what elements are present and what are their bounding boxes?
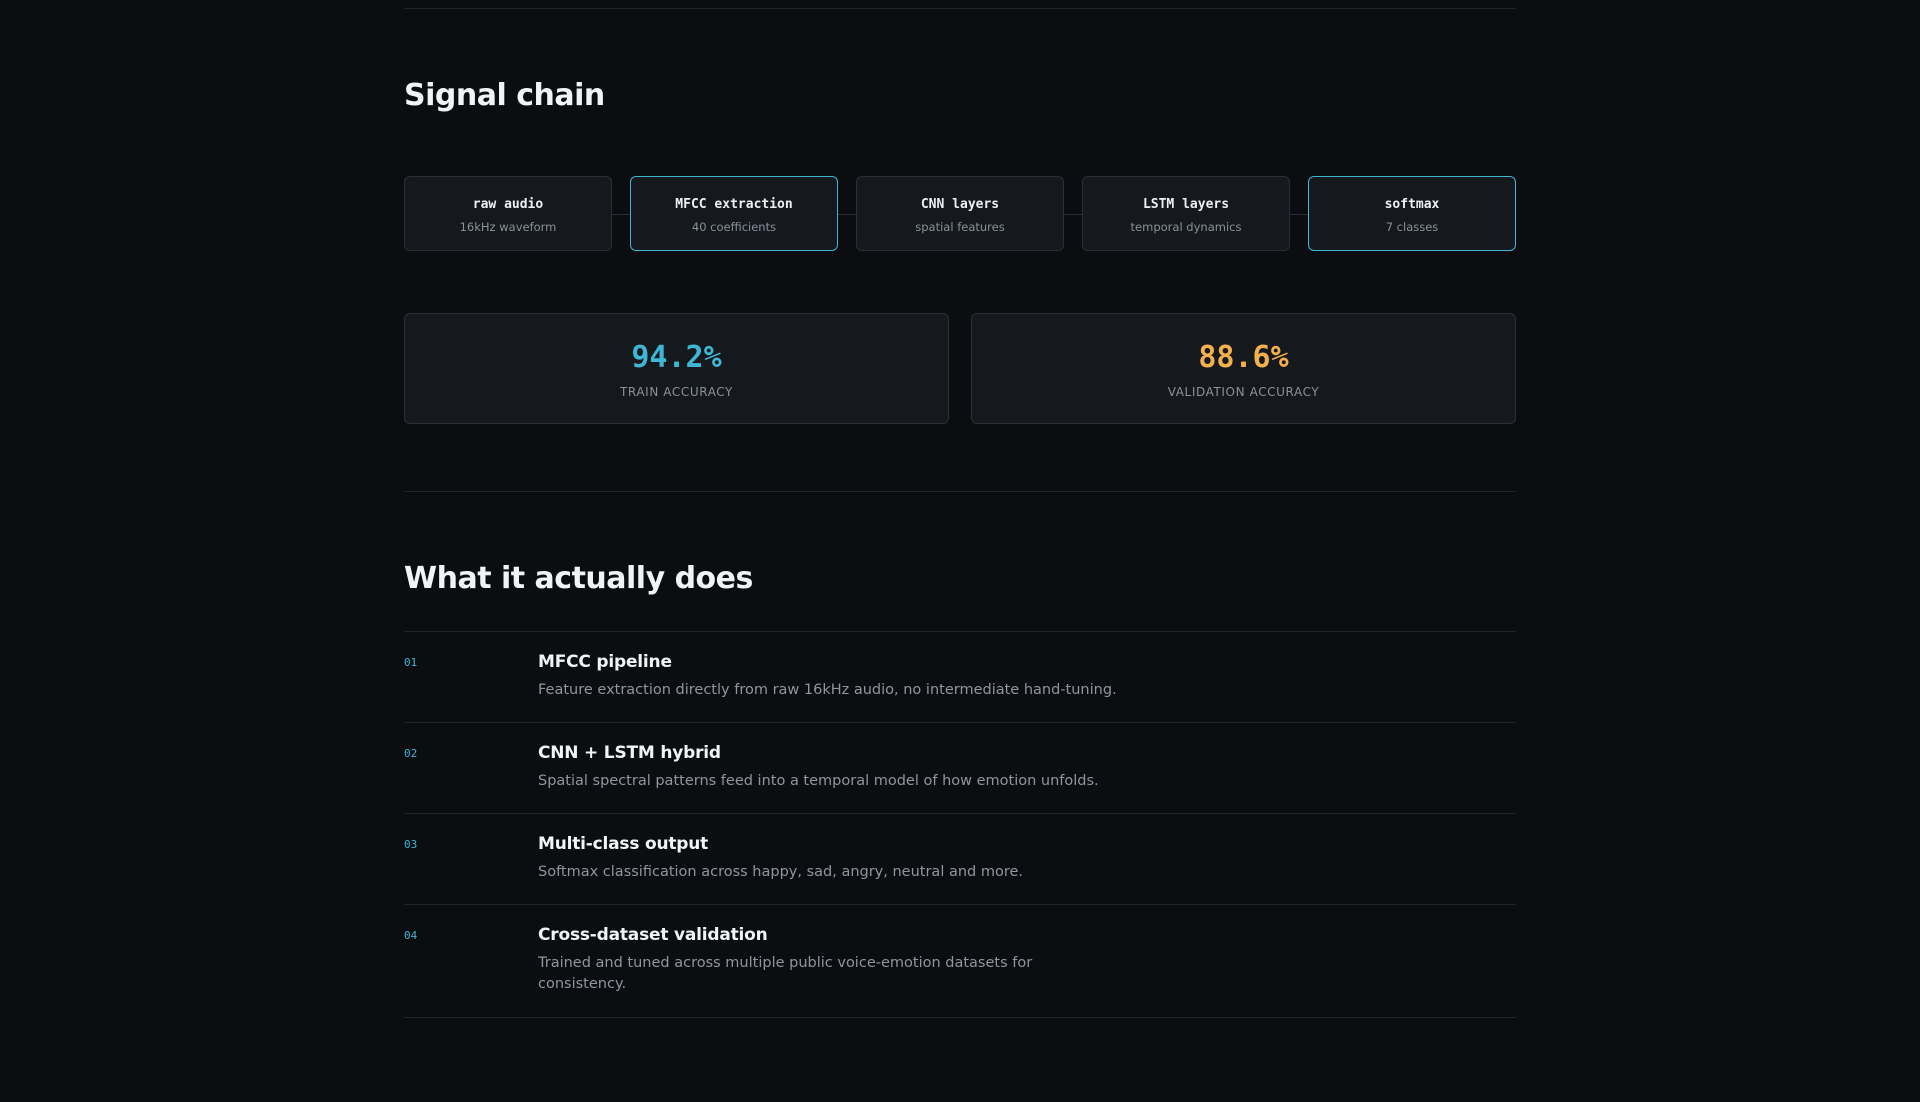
top-divider — [404, 8, 1516, 9]
stage-name: LSTM layers — [1142, 197, 1230, 212]
feature-title: Multi-class output — [538, 834, 709, 854]
feature-desc: Feature extraction directly from raw 16k… — [538, 682, 1117, 698]
feature-body: Multi-class output Softmax classificatio… — [538, 834, 1118, 883]
feature-title: Cross-dataset validation — [538, 925, 768, 945]
feature-item: 04 Cross-dataset validation Trained and … — [404, 905, 1516, 1018]
stage-sub: spatial features — [915, 220, 1005, 234]
stage-softmax[interactable]: softmax 7 classes — [1308, 176, 1516, 251]
feature-body: MFCC pipeline Feature extraction directl… — [538, 652, 1118, 701]
validation-accuracy-label: VALIDATION ACCURACY — [1167, 385, 1320, 399]
feature-title: MFCC pipeline — [538, 652, 672, 672]
train-accuracy-value: 94.2% — [631, 340, 722, 375]
feature-number: 04 — [404, 929, 418, 942]
feature-body: CNN + LSTM hybrid Spatial spectral patte… — [538, 743, 1118, 792]
stage-sub: 40 coefficients — [691, 220, 777, 234]
feature-list: 01 MFCC pipeline Feature extraction dire… — [404, 631, 1516, 1018]
stage-name: CNN layers — [920, 197, 1000, 212]
stage-name: softmax — [1384, 197, 1440, 212]
what-it-does-heading: What it actually does — [404, 561, 753, 596]
signal-chain: raw audio 16kHz waveform MFCC extraction… — [404, 176, 1516, 253]
feature-item: 02 CNN + LSTM hybrid Spatial spectral pa… — [404, 723, 1516, 814]
feature-desc: Spatial spectral patterns feed into a te… — [538, 773, 1099, 789]
feature-item: 03 Multi-class output Softmax classifica… — [404, 814, 1516, 905]
stage-cnn-layers[interactable]: CNN layers spatial features — [856, 176, 1064, 251]
signal-chain-heading: Signal chain — [404, 78, 605, 113]
validation-accuracy-value: 88.6% — [1198, 340, 1289, 375]
stage-lstm-layers[interactable]: LSTM layers temporal dynamics — [1082, 176, 1290, 251]
feature-title: CNN + LSTM hybrid — [538, 743, 721, 763]
feature-item: 01 MFCC pipeline Feature extraction dire… — [404, 632, 1516, 723]
stage-sub: 16kHz waveform — [459, 220, 557, 234]
feature-desc: Trained and tuned across multiple public… — [538, 955, 1033, 992]
train-accuracy-label: TRAIN ACCURACY — [619, 385, 733, 399]
stage-name: raw audio — [472, 197, 544, 212]
train-accuracy-card: 94.2% TRAIN ACCURACY — [404, 313, 949, 424]
stage-mfcc-extraction[interactable]: MFCC extraction 40 coefficients — [630, 176, 838, 251]
feature-number: 03 — [404, 838, 418, 851]
section-divider — [404, 491, 1516, 492]
feature-body: Cross-dataset validation Trained and tun… — [538, 925, 1118, 995]
feature-number: 01 — [404, 656, 418, 669]
stage-raw-audio[interactable]: raw audio 16kHz waveform — [404, 176, 612, 251]
feature-number: 02 — [404, 747, 418, 760]
stage-sub: 7 classes — [1385, 220, 1439, 234]
stage-sub: temporal dynamics — [1130, 220, 1242, 234]
stage-name: MFCC extraction — [675, 197, 793, 212]
feature-desc: Softmax classification across happy, sad… — [538, 864, 1024, 880]
validation-accuracy-card: 88.6% VALIDATION ACCURACY — [971, 313, 1516, 424]
